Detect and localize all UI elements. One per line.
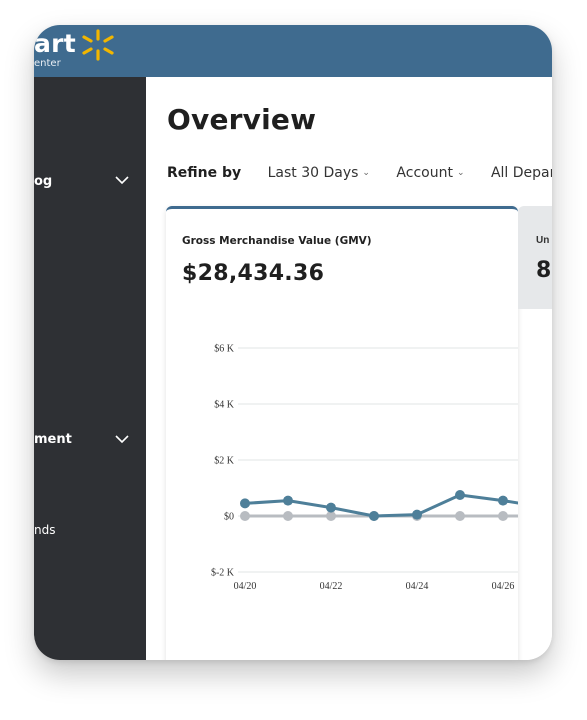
x-tick-label: 04/26 [492,581,515,592]
gmv-card-title: Gross Merchandise Value (GMV) [182,235,372,247]
gmv-line-chart: $6 K $4 K $2 K $0 $-2 K 04/20 04/22 04/24 04/26 [211,344,518,592]
filter-account[interactable]: Account ⌄ [396,165,464,181]
sidebar: og ment nds [34,77,146,660]
refine-bar: Refine by Last 30 Days ⌄ Account ⌄ All Dep… [167,164,552,184]
y-tick-label: $2 K [214,456,235,467]
y-tick-label: $-2 K [211,568,235,579]
brand-name: art [34,29,77,58]
page-title: Overview [167,103,317,136]
x-tick-label: 04/22 [320,581,343,592]
caret-down-icon: ⌄ [362,168,370,178]
data-point [369,511,379,521]
spark-icon [82,29,114,61]
main-content: Overview Refine by Last 30 Days ⌄ Account… [146,77,552,660]
filter-date-range[interactable]: Last 30 Days ⌄ [268,165,370,181]
units-card-value: 8 [536,258,552,283]
data-point [455,490,465,500]
caret-down-icon: ⌄ [456,168,465,178]
top-header: art enter [34,25,552,77]
x-tick-label: 04/20 [234,581,257,592]
filter-date-label: Last 30 Days [267,165,359,181]
refine-label: Refine by [167,165,242,181]
data-point [455,511,465,521]
data-point [283,511,293,521]
units-card-title: Un [536,235,550,246]
data-point [240,511,250,521]
chevron-down-icon[interactable] [114,434,130,444]
filter-department[interactable]: All Depar [491,165,552,181]
app-window: art enter og ment nds Overview Refine by [34,25,552,660]
y-tick-label: $4 K [214,400,235,411]
brand-subtitle: enter [34,58,61,69]
sidebar-item-catalog[interactable]: og [34,174,53,189]
data-point [412,509,422,520]
data-point [326,502,336,513]
filter-department-label: All Depar [490,165,552,181]
units-card[interactable]: Un 8 [518,206,552,309]
data-point [326,511,336,521]
filter-account-label: Account [396,165,453,181]
series-line [244,493,518,518]
gmv-card-value: $28,434.36 [182,261,325,286]
gmv-card[interactable]: Gross Merchandise Value (GMV) $28,434.36… [166,206,518,660]
sidebar-subitem-brands[interactable]: nds [34,523,56,537]
sidebar-item-management[interactable]: ment [34,432,72,447]
data-point [498,511,508,521]
data-point [498,495,508,506]
chevron-down-icon[interactable] [114,175,130,185]
y-tick-label: $0 [224,512,234,523]
data-point [240,498,250,509]
data-point [283,495,293,506]
x-tick-label: 04/24 [406,581,429,592]
y-tick-label: $6 K [214,344,235,355]
